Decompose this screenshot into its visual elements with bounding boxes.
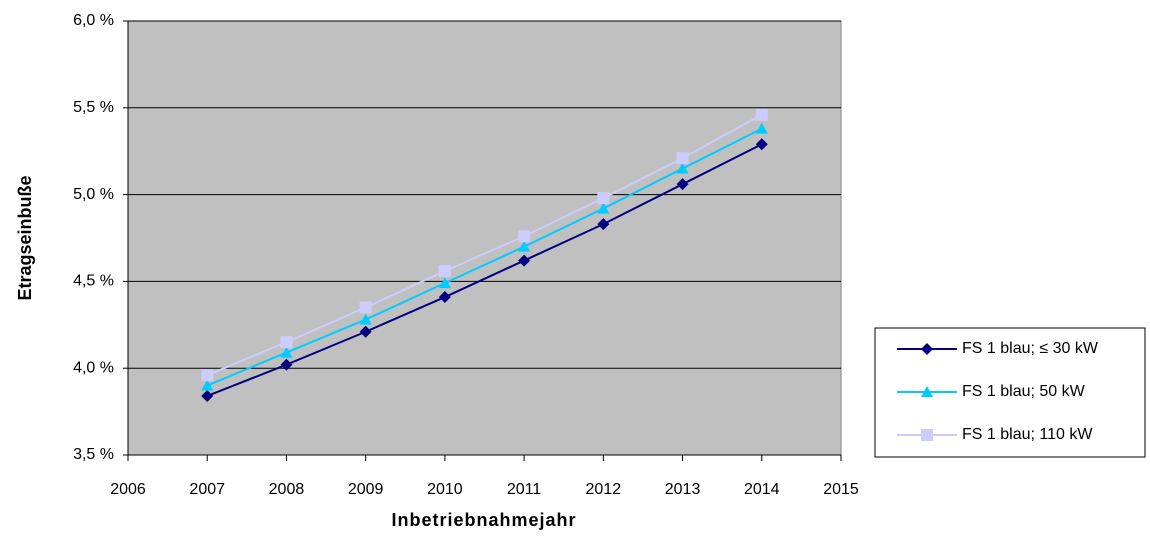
marker: [518, 240, 531, 252]
y-tick-label: 4,0 %: [73, 359, 114, 376]
marker: [438, 291, 451, 304]
x-tick-label: 2013: [665, 481, 701, 498]
x-tick-label: 2015: [823, 481, 859, 498]
marker: [201, 379, 214, 391]
marker: [755, 122, 768, 134]
x-axis-title: Inbetriebnahmejahr: [391, 510, 576, 530]
series-line: [206, 113, 763, 377]
marker: [280, 358, 293, 371]
marker: [676, 162, 689, 174]
marker: [676, 178, 689, 191]
marker: [597, 218, 610, 231]
plot-area: [127, 20, 842, 456]
y-tick-label: 3,5 %: [73, 446, 114, 463]
legend-label: FS 1 blau; 50 kW: [962, 383, 1086, 400]
series-line: [206, 143, 763, 397]
marker: [359, 325, 372, 338]
legend-marker: [921, 429, 933, 441]
x-tick-label: 2008: [269, 481, 305, 498]
x-tick-label: 2011: [507, 481, 542, 498]
marker: [201, 389, 214, 402]
x-tick-label: 2014: [744, 481, 780, 498]
marker: [597, 202, 610, 214]
marker: [518, 254, 531, 267]
marker: [676, 152, 689, 165]
marker: [518, 230, 531, 243]
marker: [359, 313, 372, 325]
x-tick-label: 2009: [348, 481, 384, 498]
legend-label: FS 1 blau; 110 kW: [962, 426, 1093, 443]
x-tick-label: 2012: [586, 481, 622, 498]
x-tick-label: 2006: [110, 481, 146, 498]
marker: [438, 277, 451, 289]
marker: [755, 108, 768, 121]
y-axis-title: Etragseinbuße: [15, 175, 35, 300]
marker: [280, 346, 293, 358]
marker: [438, 264, 451, 277]
marker: [597, 192, 610, 205]
x-tick-label: 2007: [189, 481, 225, 498]
x-tick-label: 2010: [427, 481, 463, 498]
marker: [201, 369, 214, 382]
legend-marker: [921, 386, 933, 397]
y-tick-label: 5,5 %: [73, 99, 114, 116]
y-tick-label: 6,0 %: [73, 12, 114, 29]
marker: [280, 336, 293, 349]
marker: [755, 138, 768, 151]
y-tick-label: 4,5 %: [73, 273, 114, 290]
marker: [359, 301, 372, 314]
legend-label: FS 1 blau; ≤ 30 kW: [962, 340, 1099, 357]
y-tick-label: 5,0 %: [73, 186, 114, 203]
legend-marker: [921, 343, 933, 355]
series-line: [206, 127, 763, 387]
